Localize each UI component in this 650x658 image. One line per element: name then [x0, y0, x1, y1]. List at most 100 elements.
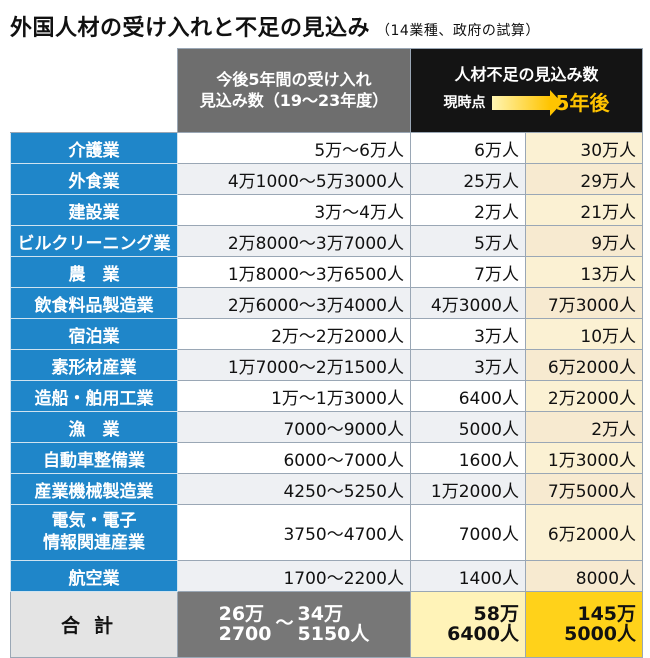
acceptance-cell: 1700〜2200人: [177, 560, 411, 592]
acceptance-cell: 6000〜7000人: [177, 442, 411, 474]
industry-cell: ビルクリーニング業: [10, 225, 178, 257]
industry-cell: 航空業: [10, 560, 178, 592]
industry-cell: 介護業: [10, 132, 178, 164]
shortage-future-cell: 21万人: [524, 194, 644, 226]
table-row: 造船・舶用工業 1万〜1万3000人 6400人 2万2000人: [10, 380, 644, 412]
table-row: 外食業 4万1000〜5万3000人 25万人 29万人: [10, 163, 644, 195]
shortage-future-cell: 8000人: [524, 560, 644, 592]
industry-cell: 造船・舶用工業: [10, 380, 178, 412]
acceptance-cell: 3750〜4700人: [177, 504, 411, 561]
shortage-now-cell: 1400人: [410, 560, 526, 592]
shortage-future-cell: 7万5000人: [524, 473, 644, 505]
total-row: 合計 26万 2700 〜 34万 5150人 58万 6400人: [10, 591, 644, 658]
table-row: 宿泊業 2万〜2万2000人 3万人 10万人: [10, 318, 644, 350]
table-row: 建設業 3万〜4万人 2万人 21万人: [10, 194, 644, 226]
total-shortage-future-cell: 145万 5000人: [524, 591, 644, 658]
shortage-future-cell: 30万人: [524, 132, 644, 164]
header-shortage: 人材不足の見込み数 現時点 5年後: [409, 48, 644, 133]
header-shortage-line1: 人材不足の見込み数: [454, 65, 599, 85]
acceptance-cell: 2万8000〜3万7000人: [177, 225, 411, 257]
shortage-now-cell: 5万人: [410, 225, 526, 257]
total-acceptance-high-1: 34万: [297, 602, 343, 625]
foreign-workers-table: 今後5年間の受け入れ 見込み数（19〜23年度） 人材不足の見込み数 現時点 5…: [10, 48, 644, 658]
header-now-label: 現時点: [443, 94, 486, 111]
acceptance-cell: 2万〜2万2000人: [177, 318, 411, 350]
industry-cell: 産業機械製造業: [10, 473, 178, 505]
acceptance-cell: 4250〜5250人: [177, 473, 411, 505]
industry-cell: 農 業: [10, 256, 178, 288]
acceptance-cell: 1万8000〜3万6500人: [177, 256, 411, 288]
shortage-now-cell: 3万人: [410, 318, 526, 350]
table-row: 産業機械製造業 4250〜5250人 1万2000人 7万5000人: [10, 473, 644, 505]
shortage-future-cell: 1万3000人: [524, 442, 644, 474]
industry-cell: 電気・電子 情報関連産業: [10, 504, 178, 561]
shortage-now-cell: 1600人: [410, 442, 526, 474]
industry-line1: 電気・電子: [51, 511, 137, 532]
table-row: 自動車整備業 6000〜7000人 1600人 1万3000人: [10, 442, 644, 474]
shortage-now-cell: 3万人: [410, 349, 526, 381]
table-row: 農 業 1万8000〜3万6500人 7万人 13万人: [10, 256, 644, 288]
table-row: 漁 業 7000〜9000人 5000人 2万人: [10, 411, 644, 443]
table-row: 素形材産業 1万7000〜2万1500人 3万人 6万2000人: [10, 349, 644, 381]
industry-cell: 漁 業: [10, 411, 178, 443]
shortage-future-cell: 13万人: [524, 256, 644, 288]
total-acceptance-high-2: 5150人: [297, 622, 370, 645]
header-after-label: 5年後: [555, 90, 610, 115]
shortage-now-cell: 5000人: [410, 411, 526, 443]
acceptance-cell: 4万1000〜5万3000人: [177, 163, 411, 195]
shortage-future-cell: 29万人: [524, 163, 644, 195]
header-row: 今後5年間の受け入れ 見込み数（19〜23年度） 人材不足の見込み数 現時点 5…: [10, 48, 644, 133]
header-acceptance: 今後5年間の受け入れ 見込み数（19〜23年度）: [177, 48, 411, 133]
acceptance-cell: 3万〜4万人: [177, 194, 411, 226]
total-shortage-now-cell: 58万 6400人: [410, 591, 526, 658]
arrow-right-icon: [491, 89, 562, 116]
shortage-future-cell: 6万2000人: [524, 349, 644, 381]
acceptance-cell: 2万6000〜3万4000人: [177, 287, 411, 319]
total-acceptance-low-1: 26万: [218, 602, 265, 625]
header-blank-cell: [10, 48, 178, 133]
total-acceptance-separator: 〜: [275, 613, 294, 635]
total-future-2: 5000人: [564, 622, 637, 645]
table-row: ビルクリーニング業 2万8000〜3万7000人 5万人 9万人: [10, 225, 644, 257]
shortage-now-cell: 6万人: [410, 132, 526, 164]
industry-line2: 情報関連産業: [43, 532, 145, 553]
table-row: 電気・電子 情報関連産業 3750〜4700人 7000人 6万2000人: [10, 504, 644, 561]
total-now-2: 6400人: [447, 622, 519, 645]
industry-cell: 宿泊業: [10, 318, 178, 350]
industry-cell: 外食業: [10, 163, 178, 195]
shortage-now-cell: 25万人: [410, 163, 526, 195]
shortage-future-cell: 9万人: [524, 225, 644, 257]
total-acceptance-high: 34万 5150人: [297, 602, 370, 645]
shortage-future-cell: 7万3000人: [524, 287, 644, 319]
acceptance-cell: 1万7000〜2万1500人: [177, 349, 411, 381]
shortage-future-cell: 2万人: [524, 411, 644, 443]
table-row: 介護業 5万〜6万人 6万人 30万人: [10, 132, 644, 164]
industry-cell: 素形材産業: [10, 349, 178, 381]
table-row: 航空業 1700〜2200人 1400人 8000人: [10, 560, 644, 592]
total-future-1: 145万: [577, 602, 637, 625]
total-acceptance-low: 26万 2700: [218, 602, 272, 645]
shortage-now-cell: 7000人: [410, 504, 526, 561]
industry-cell: 自動車整備業: [10, 442, 178, 474]
industry-cell: 建設業: [10, 194, 178, 226]
shortage-now-cell: 7万人: [410, 256, 526, 288]
total-now-1: 58万: [473, 602, 519, 625]
shortage-now-cell: 1万2000人: [410, 473, 526, 505]
industry-cell: 飲食料品製造業: [10, 287, 178, 319]
table-row: 飲食料品製造業 2万6000〜3万4000人 4万3000人 7万3000人: [10, 287, 644, 319]
acceptance-cell: 1万〜1万3000人: [177, 380, 411, 412]
header-shortage-timeline: 現時点 5年後: [417, 89, 636, 116]
title-text: 外国人材の受け入れと不足の見込み: [10, 16, 371, 41]
shortage-now-cell: 4万3000人: [410, 287, 526, 319]
shortage-future-cell: 2万2000人: [524, 380, 644, 412]
page-title: 外国人材の受け入れと不足の見込み （14業種、政府の試算）: [10, 10, 640, 41]
shortage-future-cell: 6万2000人: [524, 504, 644, 561]
total-label: 合計: [10, 591, 178, 658]
total-acceptance-low-2: 2700: [218, 622, 272, 645]
header-acceptance-line2: 見込み数（19〜23年度）: [199, 90, 389, 110]
acceptance-cell: 5万〜6万人: [177, 132, 411, 164]
total-acceptance-cell: 26万 2700 〜 34万 5150人: [177, 591, 411, 658]
shortage-future-cell: 10万人: [524, 318, 644, 350]
shortage-now-cell: 6400人: [410, 380, 526, 412]
acceptance-cell: 7000〜9000人: [177, 411, 411, 443]
